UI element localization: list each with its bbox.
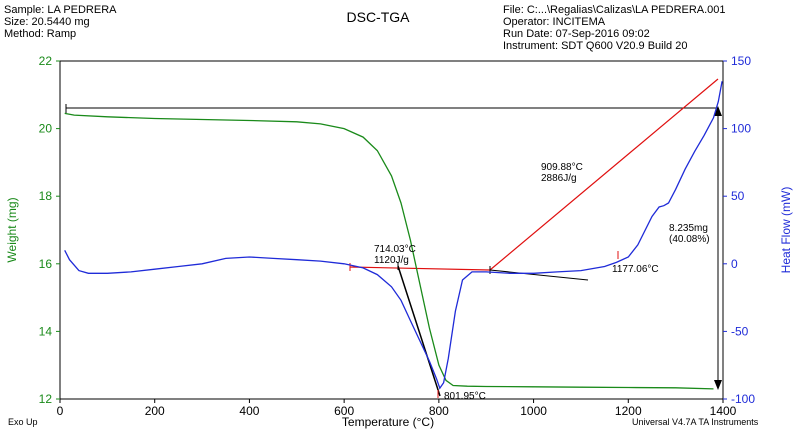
y-left-axis-title: Weight (mg) [5,197,19,262]
sample-label: Sample: LA PEDRERA [4,4,117,16]
annotation-801-temp: 801.95°C [444,391,486,402]
y-left-tick-label: 14 [39,324,53,338]
heat-baseline-black [489,269,589,281]
plot-frame [59,60,724,400]
y-left-tick-label: 16 [39,257,53,271]
annotation-weight-loss-pct: (40.08%) [669,234,710,245]
software-label: Universal V4.7A TA Instruments [632,417,759,427]
instrument-label: Instrument: SDT Q600 V20.9 Build 20 [503,40,687,52]
heat-baseline-red [349,266,491,271]
x-tick-label: 1000 [520,404,547,418]
x-tick-label: 1400 [710,404,737,418]
annotation-909-energy: 2886J/g [541,173,577,184]
y-right-tick-label: 0 [731,257,738,271]
weight-loss-arrow-top [714,106,722,116]
heat-flow-series-line [64,81,723,390]
y-right-tick-label: -50 [731,324,749,338]
y-right-axis: -100 -50 0 50 100 150 [723,54,755,406]
y-right-tick-label: -100 [731,392,755,406]
annotation-714-energy: 1120J/g [374,255,409,266]
y-left-tick-label: 20 [39,122,53,136]
run-date-label: Run Date: 07-Sep-2016 09:02 [503,28,650,40]
y-left-axis: 12 14 16 18 20 22 [39,54,60,406]
y-left-tick-label: 12 [39,392,53,406]
x-tick-label: 200 [145,404,165,418]
exo-up-label: Exo Up [8,417,38,427]
y-left-tick-label: 22 [39,54,53,68]
y-right-tick-label: 100 [731,122,751,136]
annotation-weight-loss: 8.235mg [669,223,708,234]
method-label: Method: Ramp [4,28,76,40]
weight-loss-arrow-bottom [714,380,722,390]
file-label: File: C:...\Regalias\Calizas\LA PEDRERA.… [503,4,726,16]
y-right-axis-title: Heat Flow (mW) [779,187,793,274]
y-right-tick-label: 50 [731,189,745,203]
annotation-909-temp: 909.88°C [541,162,583,173]
x-tick-label: 400 [239,404,259,418]
heat-tangent-red [489,78,719,271]
operator-label: Operator: INCITEMA [503,16,606,28]
heat-onset-tangent [397,265,441,397]
annotation-714-temp: 714.03°C [374,244,416,255]
x-tick-label: 1200 [615,404,642,418]
x-tick-label: 800 [429,404,449,418]
x-axis: 0 200 400 600 800 1000 1200 1400 [57,399,737,418]
y-left-tick-label: 18 [39,189,53,203]
size-label: Size: 20.5440 mg [4,16,90,28]
annotation-1177-temp: 1177.06°C [612,264,659,275]
weight-series-line [64,112,714,390]
chart-title: DSC-TGA [347,9,411,25]
x-axis-title: Temperature (°C) [342,415,434,429]
x-tick-label: 0 [57,404,64,418]
y-right-tick-label: 150 [731,54,751,68]
x-tick-label: 600 [334,404,354,418]
